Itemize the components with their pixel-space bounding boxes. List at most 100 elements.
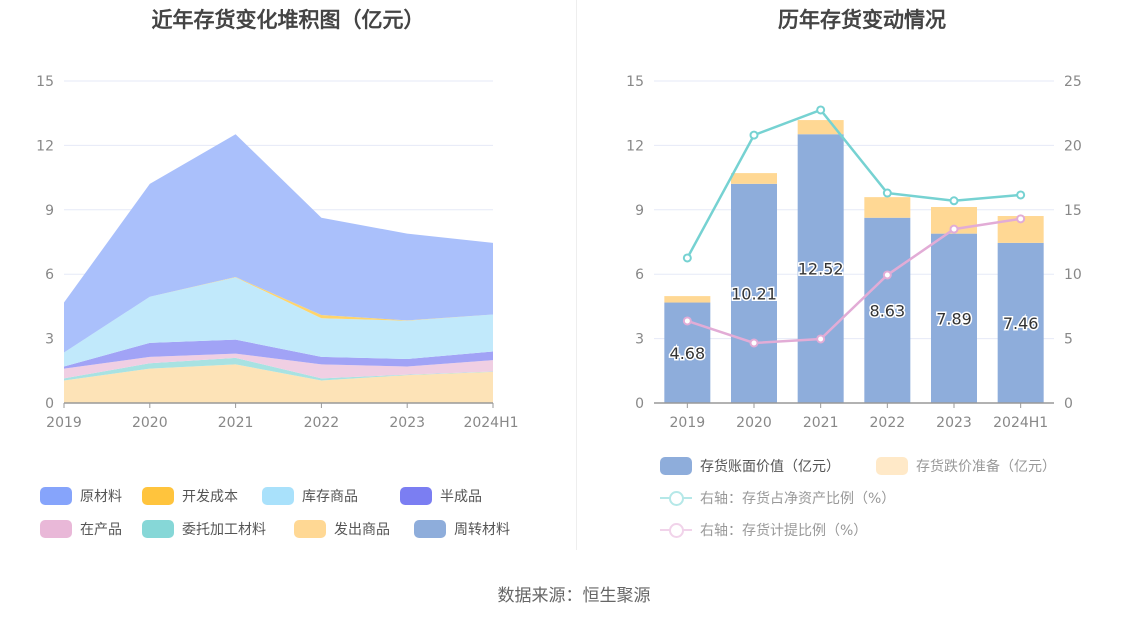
bar-value-label: 12.52 [798, 260, 844, 279]
legend-label: 原材料 [80, 489, 122, 505]
line-point [882, 188, 892, 198]
y-tick-label: 12 [36, 138, 54, 154]
legend-swatch [142, 487, 174, 505]
area-series-6 [64, 134, 493, 353]
y-tick-label: 3 [635, 332, 644, 348]
legend-line-circle-icon [660, 489, 692, 507]
legend-label: 委托加工材料 [182, 522, 266, 538]
legend-label: 库存商品 [302, 489, 358, 505]
y-tick-label: 15 [36, 74, 54, 90]
bar-book-value [797, 134, 844, 403]
legend-swatch-impairment [876, 457, 908, 475]
legend-swatch [400, 487, 432, 505]
legend-swatch [294, 520, 326, 538]
line-series-2 [686, 108, 1021, 259]
legend-label: 半成品 [440, 489, 482, 505]
x-tick-label: 2022 [304, 415, 340, 431]
line-point [816, 334, 826, 344]
bar-value-label: 7.46 [1003, 314, 1039, 333]
y2-tick-label: 0 [1064, 396, 1073, 412]
line-point [816, 105, 826, 115]
x-tick-label: 2024H1 [993, 415, 1048, 431]
legend-label: 周转材料 [454, 522, 510, 538]
area-series-1 [64, 357, 493, 381]
stacked-area-chart: 0 3 6 9 12 15 2019 2020 2021 2022 2023 2024H1 [36, 74, 518, 431]
y-tick-label: 6 [635, 267, 644, 283]
legend-line-circle-icon [660, 521, 692, 539]
line-point [749, 130, 759, 140]
y2-tick-label: 10 [1064, 267, 1082, 283]
y-tick-label: 0 [635, 396, 644, 412]
x-tick-label: 2022 [870, 415, 906, 431]
y2-tick-label: 20 [1064, 138, 1082, 154]
data-source-note: 数据来源：恒生聚源 [497, 586, 651, 606]
legend-item-4[interactable]: 库存商品 [262, 486, 358, 506]
y2-tick-label: 25 [1064, 74, 1082, 90]
legend-swatch [414, 520, 446, 538]
bar-impairment [864, 197, 911, 218]
line-point [1016, 214, 1026, 224]
legend-label-provision-ratio: 右轴：存货计提比例（%） [700, 523, 868, 539]
area-chart-title: 近年存货变化堆积图（亿元） [151, 8, 425, 32]
bar-book-value [731, 183, 777, 403]
legend-swatch [142, 520, 174, 538]
inventory-bar-line-chart: 0 3 6 9 12 15 0 5 10 15 20 25 2019 2020 2021 2022 2023 20… [626, 74, 1082, 431]
y2-tick-label: 15 [1064, 203, 1082, 219]
legend-swatch-book-value [660, 457, 692, 475]
legend-swatch [262, 487, 294, 505]
legend-item-7[interactable]: 周转材料 [414, 519, 510, 539]
legend-item-3[interactable]: 半成品 [400, 486, 482, 506]
legend-label: 开发成本 [182, 489, 238, 505]
line-point [682, 253, 692, 263]
legend-label-ratio-net-assets: 右轴：存货占净资产比例（%） [700, 491, 896, 507]
x-tick-label: 2023 [936, 415, 972, 431]
x-tick-label: 2021 [803, 415, 839, 431]
bar-chart-title: 历年存货变动情况 [778, 8, 946, 32]
x-tick-label: 2021 [218, 415, 254, 431]
legend-item-1[interactable]: 委托加工材料 [142, 519, 266, 539]
legend-item-ratio-net-assets[interactable]: 右轴：存货占净资产比例（%） [660, 488, 895, 508]
line-point [749, 338, 759, 348]
y-tick-label: 12 [626, 138, 644, 154]
y-tick-label: 15 [626, 74, 644, 90]
bar-value-label: 8.63 [870, 301, 906, 320]
area-series-4 [64, 277, 493, 367]
legend-item-provision-ratio[interactable]: 右轴：存货计提比例（%） [660, 520, 867, 540]
bar-impairment [731, 173, 777, 184]
line-point [1016, 190, 1026, 200]
area-series-0 [64, 364, 493, 403]
line-series-3 [686, 217, 1021, 345]
y2-tick-label: 5 [1064, 332, 1073, 348]
legend-swatch [40, 487, 72, 505]
legend-swatch [40, 520, 72, 538]
legend-label-book-value: 存货账面价值（亿元） [700, 459, 840, 475]
line-point [682, 316, 692, 326]
bar-impairment [797, 120, 844, 135]
y-tick-label: 9 [45, 203, 54, 219]
legend-item-0[interactable]: 发出商品 [294, 519, 390, 539]
bar-book-value [864, 217, 911, 403]
line-point [949, 196, 959, 206]
legend-item-2[interactable]: 在产品 [40, 519, 122, 539]
legend-label: 发出商品 [334, 522, 390, 538]
x-tick-label: 2020 [132, 415, 168, 431]
x-tick-label: 2019 [670, 415, 706, 431]
legend-item-6[interactable]: 原材料 [40, 486, 122, 506]
x-tick-label: 2020 [736, 415, 772, 431]
x-tick-label: 2023 [389, 415, 425, 431]
y-tick-label: 6 [45, 267, 54, 283]
bar-value-label: 7.89 [936, 309, 972, 328]
y-tick-label: 0 [45, 396, 54, 412]
legend-item-5[interactable]: 开发成本 [142, 486, 238, 506]
legend-item-book-value[interactable]: 存货账面价值（亿元） [660, 456, 840, 476]
bar-value-label: 4.68 [670, 344, 706, 363]
bar-book-value [997, 242, 1044, 403]
y-tick-label: 3 [45, 332, 54, 348]
y-tick-label: 9 [635, 203, 644, 219]
x-tick-label: 2019 [46, 415, 82, 431]
area-series-3 [64, 339, 493, 369]
bar-impairment [664, 296, 711, 303]
line-point [949, 224, 959, 234]
line-point [882, 270, 892, 280]
legend-item-impairment[interactable]: 存货跌价准备（亿元） [876, 456, 1056, 476]
